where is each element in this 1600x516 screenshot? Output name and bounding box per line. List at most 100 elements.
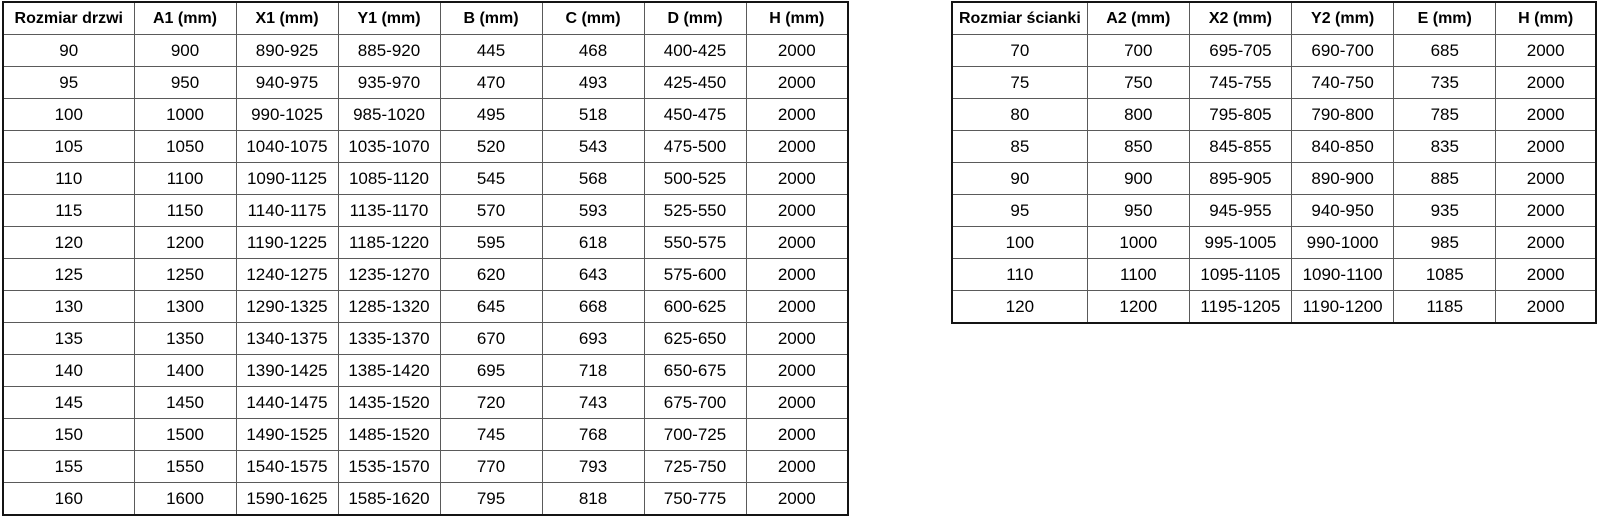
column-header: A2 (mm) [1086, 1, 1190, 35]
table-cell: 1140-1175 [235, 194, 339, 227]
table-cell: 990-1025 [235, 98, 339, 131]
table-cell: 885-920 [337, 34, 441, 67]
column-header: Y1 (mm) [337, 1, 441, 35]
table-cell: 695-705 [1188, 34, 1293, 67]
table-cell: 1200 [1086, 290, 1190, 324]
table-cell: 1300 [133, 290, 237, 323]
table-cell: 95 [2, 66, 135, 99]
table-cell: 2000 [745, 290, 849, 323]
table-row: 95 950 940-975 935-970 470 493 425-450 2000 [2, 66, 849, 99]
table-cell: 2000 [1495, 194, 1597, 227]
table-cell: 840-850 [1291, 130, 1395, 163]
table-cell: 900 [1086, 162, 1190, 195]
table-cell: 85 [951, 130, 1088, 163]
table-row: 90 900 895-905 890-900 885 2000 [951, 162, 1597, 195]
door-sizes-header-row: Rozmiar drzwi A1 (mm) X1 (mm) Y1 (mm) B (mm)… [2, 1, 849, 35]
table-cell: 120 [951, 290, 1088, 324]
table-row: 130 1300 1290-1325 1285-1320 645 668 600-625 20… [2, 290, 849, 323]
table-cell: 818 [541, 482, 645, 516]
table-cell: 935 [1393, 194, 1497, 227]
column-header: H (mm) [1495, 1, 1597, 35]
table-cell: 2000 [1495, 162, 1597, 195]
table-cell: 768 [541, 418, 645, 451]
table-cell: 493 [541, 66, 645, 99]
table-cell: 575-600 [643, 258, 747, 291]
table-cell: 570 [439, 194, 543, 227]
table-cell: 945-955 [1188, 194, 1293, 227]
table-cell: 468 [541, 34, 645, 67]
table-cell: 940-975 [235, 66, 339, 99]
table-cell: 845-855 [1188, 130, 1293, 163]
table-cell: 593 [541, 194, 645, 227]
table-cell: 545 [439, 162, 543, 195]
table-row: 90 900 890-925 885-920 445 468 400-425 2000 [2, 34, 849, 67]
table-row: 115 1150 1140-1175 1135-1170 570 593 525-550 20… [2, 194, 849, 227]
table-cell: 543 [541, 130, 645, 163]
table-cell: 770 [439, 450, 543, 483]
table-cell: 520 [439, 130, 543, 163]
table-cell: 120 [2, 226, 135, 259]
table-cell: 1195-1205 [1188, 290, 1293, 324]
table-cell: 110 [2, 162, 135, 195]
table-cell: 105 [2, 130, 135, 163]
table-row: 95 950 945-955 940-950 935 2000 [951, 194, 1597, 227]
table-cell: 425-450 [643, 66, 747, 99]
table-cell: 160 [2, 482, 135, 516]
column-header: Rozmiar ścianki [951, 1, 1088, 35]
table-cell: 2000 [1495, 34, 1597, 67]
table-row: 145 1450 1440-1475 1435-1520 720 743 675-700 20… [2, 386, 849, 419]
table-cell: 1040-1075 [235, 130, 339, 163]
table-cell: 618 [541, 226, 645, 259]
table-row: 160 1600 1590-1625 1585-1620 795 818 750-775 20… [2, 482, 849, 516]
table-cell: 525-550 [643, 194, 747, 227]
table-cell: 700 [1086, 34, 1190, 67]
table-cell: 675-700 [643, 386, 747, 419]
table-cell: 80 [951, 98, 1088, 131]
table-cell: 985 [1393, 226, 1497, 259]
table-cell: 895-905 [1188, 162, 1293, 195]
table-cell: 518 [541, 98, 645, 131]
table-cell: 1050 [133, 130, 237, 163]
table-cell: 1600 [133, 482, 237, 516]
table-cell: 2000 [1495, 130, 1597, 163]
table-cell: 2000 [745, 66, 849, 99]
table-cell: 1190-1225 [235, 226, 339, 259]
table-cell: 745 [439, 418, 543, 451]
table-cell: 2000 [745, 34, 849, 67]
table-cell: 985-1020 [337, 98, 441, 131]
table-cell: 800 [1086, 98, 1190, 131]
table-cell: 568 [541, 162, 645, 195]
column-header: C (mm) [541, 1, 645, 35]
table-cell: 625-650 [643, 322, 747, 355]
table-row: 75 750 745-755 740-750 735 2000 [951, 66, 1597, 99]
table-cell: 793 [541, 450, 645, 483]
column-header: A1 (mm) [133, 1, 237, 35]
table-row: 125 1250 1240-1275 1235-1270 620 643 575-600 20… [2, 258, 849, 291]
table-cell: 1440-1475 [235, 386, 339, 419]
table-cell: 1350 [133, 322, 237, 355]
table-cell: 115 [2, 194, 135, 227]
table-cell: 90 [2, 34, 135, 67]
table-cell: 890-925 [235, 34, 339, 67]
table-cell: 1535-1570 [337, 450, 441, 483]
table-cell: 155 [2, 450, 135, 483]
table-row: 140 1400 1390-1425 1385-1420 695 718 650-675 20… [2, 354, 849, 387]
table-cell: 550-575 [643, 226, 747, 259]
table-cell: 445 [439, 34, 543, 67]
column-header: Y2 (mm) [1291, 1, 1395, 35]
table-cell: 130 [2, 290, 135, 323]
table-cell: 740-750 [1291, 66, 1395, 99]
table-cell: 100 [2, 98, 135, 131]
door-sizes-table: Rozmiar drzwi A1 (mm) X1 (mm) Y1 (mm) B (mm)… [2, 1, 849, 516]
table-row: 120 1200 1195-1205 1190-1200 1185 2000 [951, 290, 1597, 324]
table-row: 155 1550 1540-1575 1535-1570 770 793 725-750 20… [2, 450, 849, 483]
table-cell: 1385-1420 [337, 354, 441, 387]
table-cell: 2000 [745, 162, 849, 195]
table-cell: 2000 [745, 226, 849, 259]
table-cell: 1085 [1393, 258, 1497, 291]
column-header: X2 (mm) [1188, 1, 1293, 35]
table-cell: 1335-1370 [337, 322, 441, 355]
table-cell: 2000 [745, 322, 849, 355]
table-cell: 150 [2, 418, 135, 451]
table-cell: 940-950 [1291, 194, 1395, 227]
